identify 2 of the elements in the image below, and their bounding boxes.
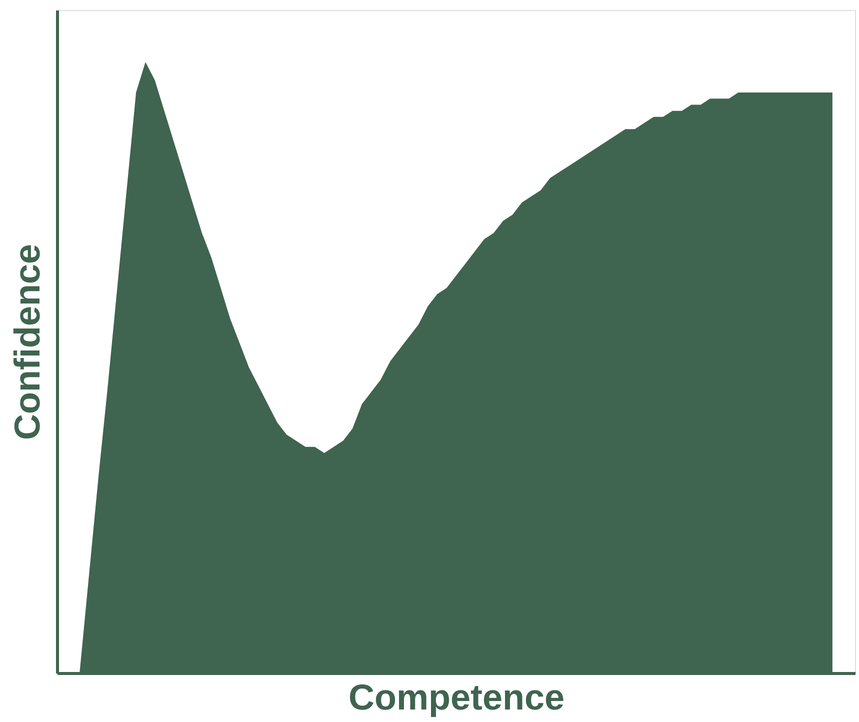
- y-axis-title: Confidence: [6, 244, 48, 440]
- x-axis-title: Competence: [348, 676, 565, 718]
